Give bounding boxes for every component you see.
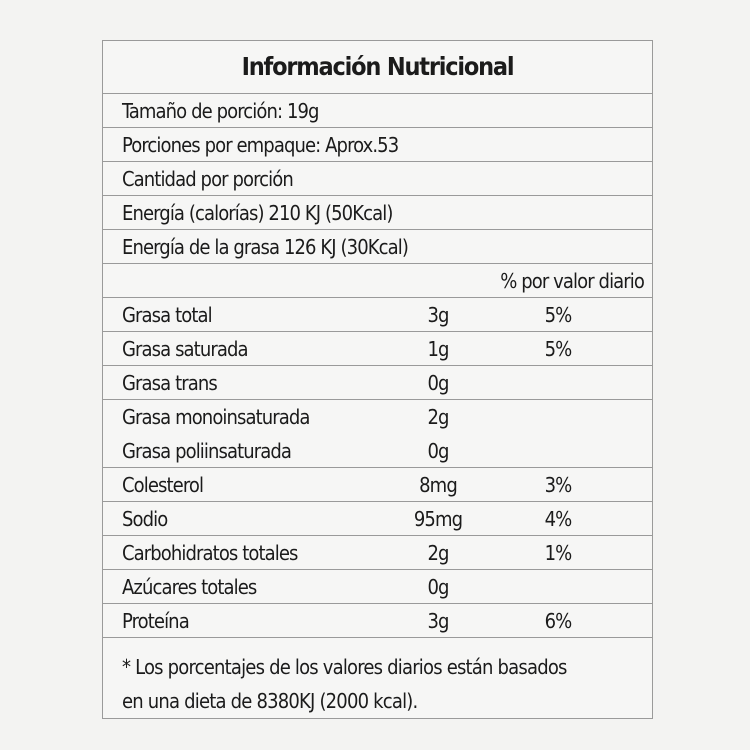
nutrient-amount: 3g [427, 303, 449, 327]
nutrient-amount: 0g [427, 439, 449, 463]
nutrient-name: Carbohidratos totales [122, 541, 298, 565]
table-title: Información Nutricional [103, 41, 652, 94]
nutrient-name: Azúcares totales [122, 575, 257, 599]
amount-per-serving: Cantidad por porción [122, 167, 294, 191]
amount-per-serving-row: Cantidad por porción [103, 162, 652, 196]
nutrient-dv: 6% [544, 609, 573, 633]
nutrient-row: Carbohidratos totales 2g 1% [103, 536, 652, 570]
nutrient-dv: 5% [544, 337, 573, 361]
daily-value-header: % por valor diario [500, 269, 645, 293]
nutrient-name: Colesterol [122, 473, 204, 497]
nutrient-row: Colesterol 8mg 3% [103, 468, 652, 502]
nutrient-dv: 4% [544, 507, 573, 531]
nutrient-name: Grasa trans [122, 371, 218, 395]
nutrient-row: Sodio 95mg 4% [103, 502, 652, 536]
nutrient-amount: 2g [427, 541, 449, 565]
nutrient-row-double: Grasa monoinsaturada 2g Grasa poliinsatur… [103, 400, 652, 468]
nutrient-name: Grasa monoinsaturada [122, 405, 310, 429]
serving-size-row: Tamaño de porción: 19g [103, 94, 652, 128]
nutrient-amount: 95mg [413, 507, 463, 531]
nutrient-dv: 5% [544, 303, 573, 327]
nutrient-amount: 8mg [419, 473, 458, 497]
nutrient-dv: 1% [544, 541, 573, 565]
footnote-line: en una dieta de 8380KJ (2000 kcal). [122, 689, 418, 713]
servings-per-package: Porciones por empaque: Aprox.53 [122, 133, 399, 157]
nutrient-amount: 2g [427, 405, 449, 429]
nutrient-amount: 3g [427, 609, 449, 633]
nutrient-name: Proteína [122, 609, 190, 633]
energy-row: Energía (calorías) 210 KJ (50Kcal) [103, 196, 652, 230]
fat-energy-row: Energía de la grasa 126 KJ (30Kcal) [103, 230, 652, 264]
nutrient-row: Grasa total 3g 5% [103, 298, 652, 332]
nutrient-amount: 0g [427, 575, 449, 599]
nutrient-row: Grasa trans 0g [103, 366, 652, 400]
daily-value-header-row: % por valor diario [103, 264, 652, 298]
fat-energy: Energía de la grasa 126 KJ (30Kcal) [122, 235, 409, 259]
nutrient-name: Sodio [122, 507, 168, 531]
nutrient-dv: 3% [544, 473, 573, 497]
footnote-line: * Los porcentajes de los valores diarios… [122, 655, 567, 679]
nutrient-amount: 0g [427, 371, 449, 395]
nutrient-name: Grasa total [122, 303, 213, 327]
footnote: * Los porcentajes de los valores diarios… [103, 638, 652, 718]
servings-per-package-row: Porciones por empaque: Aprox.53 [103, 128, 652, 162]
serving-size: Tamaño de porción: 19g [122, 99, 319, 123]
nutrient-row: Grasa saturada 1g 5% [103, 332, 652, 366]
nutrient-row: Azúcares totales 0g [103, 570, 652, 604]
nutrient-name: Grasa poliinsaturada [122, 439, 292, 463]
nutrition-facts-table: Información Nutricional Tamaño de porció… [102, 40, 653, 719]
nutrient-row: Proteína 3g 6% [103, 604, 652, 638]
nutrient-name: Grasa saturada [122, 337, 249, 361]
energy: Energía (calorías) 210 KJ (50Kcal) [122, 201, 393, 225]
nutrient-amount: 1g [427, 337, 449, 361]
